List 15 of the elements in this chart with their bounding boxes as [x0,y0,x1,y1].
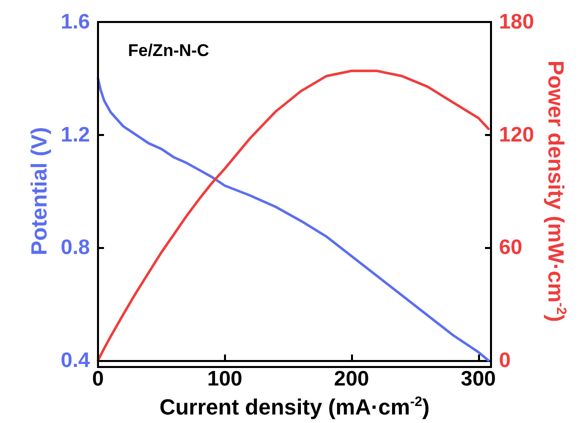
y2-tick-label: 120 [499,123,534,146]
y-tick-label: 1.2 [60,123,90,146]
y-tick-label: 1.6 [60,10,90,34]
annotation: Fe/Zn-N-C [128,41,210,60]
y2-axis-title: Power density (mW·cm-2) [543,60,569,322]
y2-tick-label: 0 [499,349,511,372]
y-tick-label: 0.8 [60,236,90,260]
x-tick-label: 0 [92,368,104,390]
y2-tick-label: 60 [499,236,522,260]
y-axis-title: Potential (V) [26,127,52,256]
x-tick-label: 100 [207,368,242,390]
x-tick-label: 300 [460,368,496,390]
y2-tick-label: 180 [499,10,534,34]
x-tick-label: 200 [334,368,370,390]
y-tick-label: 0.4 [60,349,90,372]
